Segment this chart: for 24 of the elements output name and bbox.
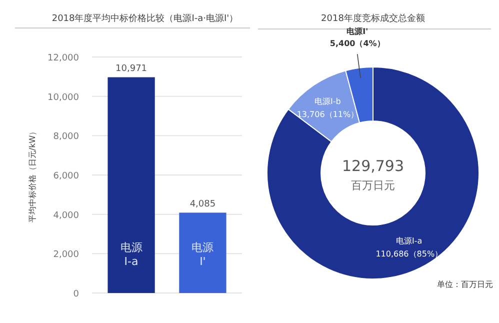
y-tick-label: 10,000 bbox=[48, 92, 80, 103]
y-tick-label: 8,000 bbox=[53, 132, 80, 142]
slice-label: 电源I' bbox=[346, 27, 368, 36]
slice-label: 电源I-b bbox=[314, 96, 341, 106]
y-tick-label: 6,000 bbox=[53, 172, 80, 182]
y-tick-label: 12,000 bbox=[48, 54, 80, 64]
y-tick-label: 2,000 bbox=[53, 250, 80, 260]
y-axis-title: 平均中标价格（日元/kW） bbox=[28, 127, 37, 223]
donut-slice bbox=[266, 66, 480, 280]
x-tick-label: 电源 I' bbox=[192, 241, 214, 268]
chart-title: 2018年度竞标成交总金额 bbox=[321, 13, 425, 24]
chart-title: 2018年度平均中标价格比较（电源I-a·电源I'） bbox=[52, 13, 238, 24]
x-tick-label: 电源 I-a bbox=[120, 241, 142, 268]
data-label: 5,400（4%） bbox=[330, 39, 385, 48]
text: 129,793 bbox=[342, 157, 404, 175]
data-label: 110,686（85%） bbox=[376, 249, 443, 258]
data-label: 13,706（11%） bbox=[296, 110, 359, 119]
data-label: 4,085 bbox=[190, 200, 216, 210]
slice-label: 电源I-a bbox=[396, 236, 422, 246]
y-tick-label: 0 bbox=[73, 290, 80, 300]
y-tick-label: 4,000 bbox=[53, 210, 80, 221]
text: 百万日元 bbox=[351, 179, 395, 192]
text: 单位：百万日元 bbox=[437, 280, 493, 289]
data-label: 10,971 bbox=[116, 64, 148, 74]
